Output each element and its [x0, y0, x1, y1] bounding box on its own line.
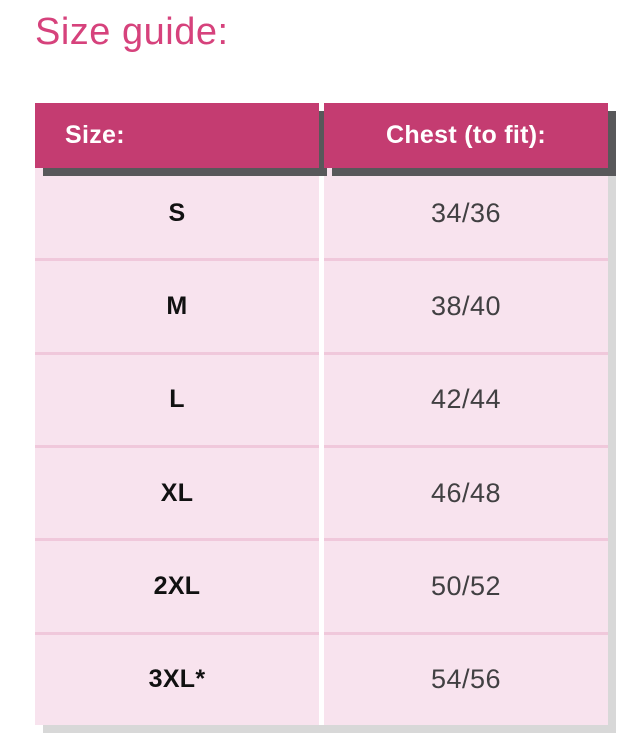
- table-row-size-3xl: 3XL*: [35, 635, 319, 725]
- chest-value: 38/40: [430, 290, 502, 321]
- size-value: L: [169, 385, 185, 414]
- table-row-size-xl: XL: [35, 448, 319, 542]
- size-value: 3XL*: [148, 665, 206, 694]
- table-body: S M L XL 2XL 3XL* 34/36 38/40: [35, 168, 608, 725]
- chest-value: 54/56: [430, 664, 502, 695]
- header-cell-chest: Chest (to fit):: [324, 103, 608, 168]
- size-guide-table: Size: Chest (to fit): S M L XL 2XL 3XL*: [35, 103, 608, 725]
- chest-value: 50/52: [430, 570, 502, 601]
- table-row-size-m: M: [35, 261, 319, 355]
- table-row-size-2xl: 2XL: [35, 541, 319, 635]
- table-row-size-s: S: [35, 168, 319, 262]
- table-header-row: Size: Chest (to fit):: [35, 103, 608, 168]
- page-title: Size guide:: [35, 11, 229, 53]
- size-value: XL: [160, 478, 194, 507]
- header-label-size: Size:: [65, 121, 125, 149]
- table-row-chest-l: 42/44: [324, 355, 608, 448]
- table-row-size-l: L: [35, 355, 319, 448]
- chest-column: 34/36 38/40 42/44 46/48 50/52 54/56: [324, 168, 608, 725]
- chest-value: 42/44: [430, 384, 502, 415]
- size-value: 2XL: [153, 571, 201, 600]
- size-column: S M L XL 2XL 3XL*: [35, 168, 319, 725]
- size-value: S: [168, 198, 186, 227]
- size-value: M: [166, 291, 188, 320]
- header-label-chest: Chest (to fit):: [385, 121, 547, 149]
- header-cell-size: Size:: [35, 103, 319, 168]
- table-row-chest-s: 34/36: [324, 168, 608, 262]
- table-row-chest-2xl: 50/52: [324, 541, 608, 635]
- table-row-chest-3xl: 54/56: [324, 635, 608, 725]
- chest-value: 46/48: [430, 477, 502, 508]
- chest-value: 34/36: [430, 197, 502, 228]
- table-row-chest-m: 38/40: [324, 261, 608, 355]
- table-row-chest-xl: 46/48: [324, 448, 608, 542]
